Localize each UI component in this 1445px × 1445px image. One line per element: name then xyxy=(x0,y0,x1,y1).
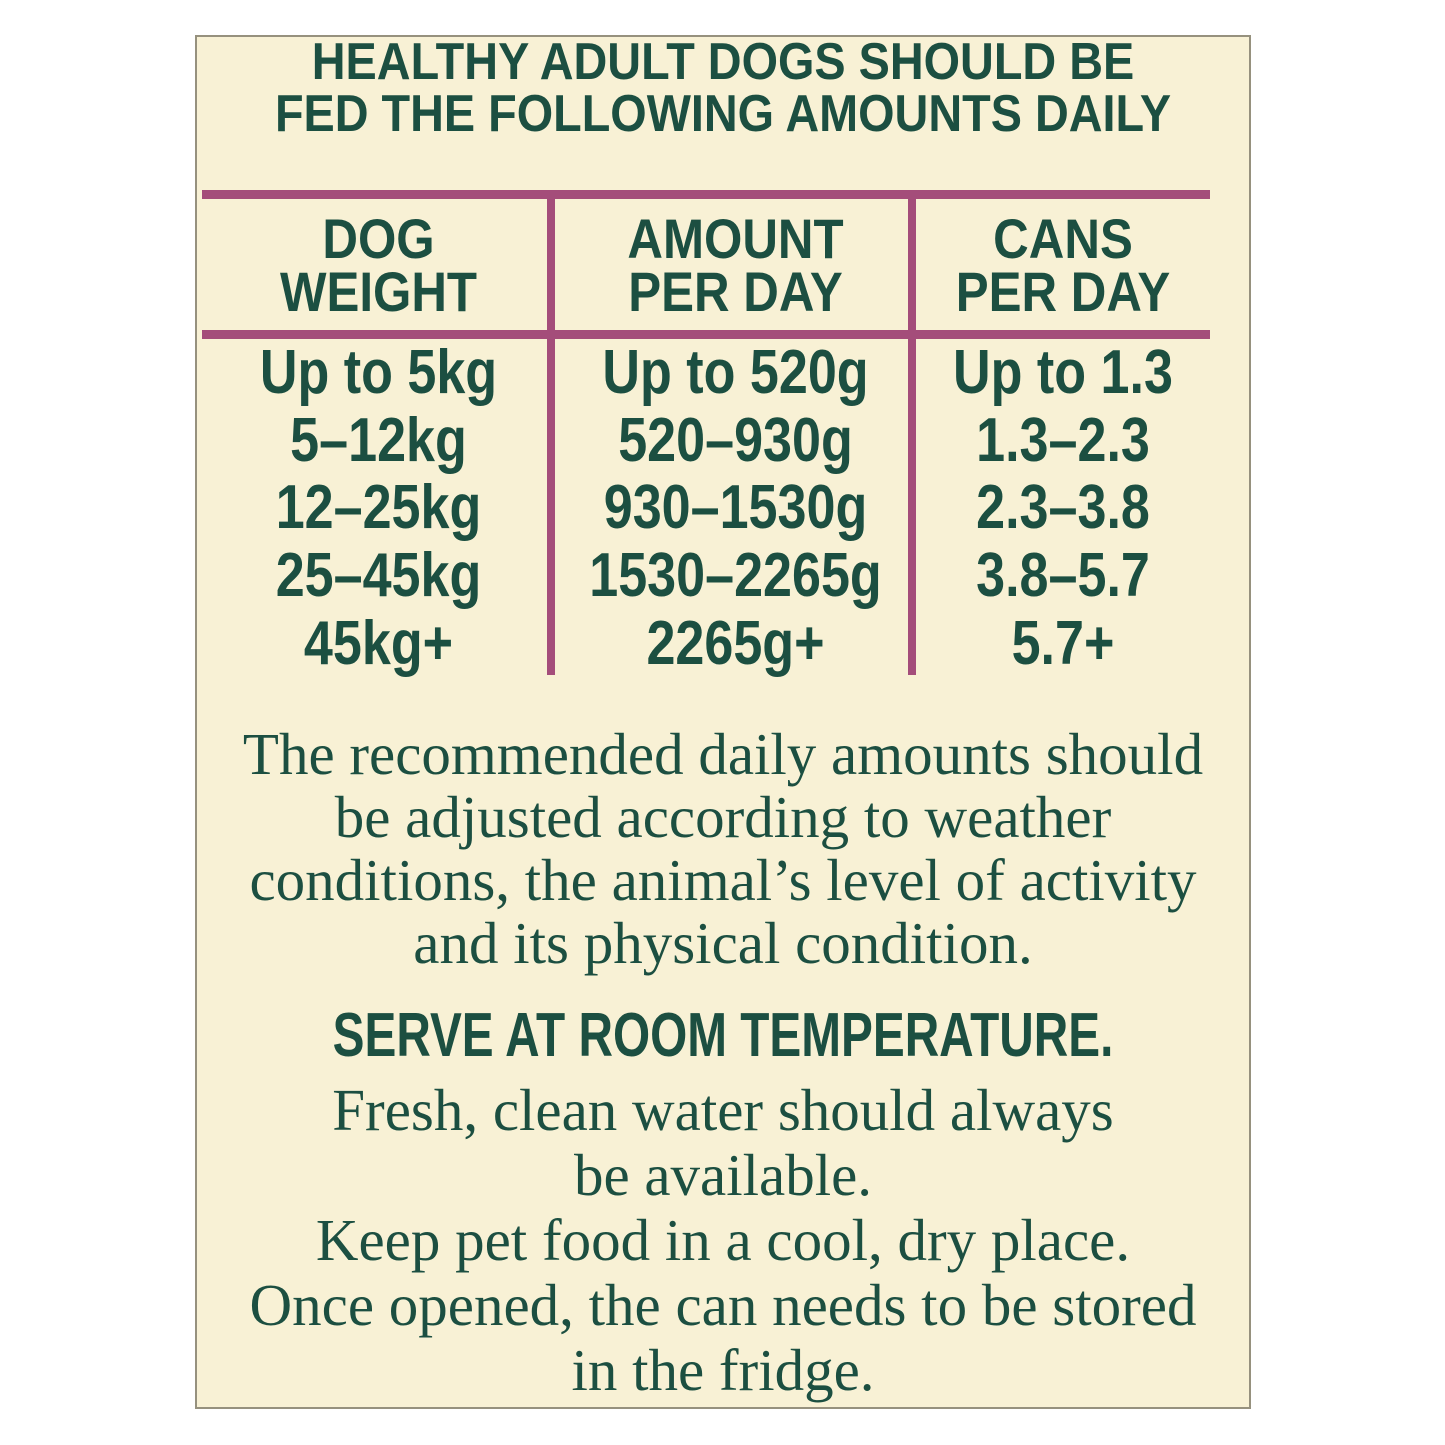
column-header-cans-per-day: CANS PER DAY xyxy=(934,206,1193,323)
column-header-dog-weight-line-2: WEIGHT xyxy=(279,259,478,323)
column-header-amount-per-day: AMOUNT PER DAY xyxy=(577,206,895,323)
cell-row4-dog-weight: 25–45kg xyxy=(275,541,482,611)
serve-temperature-note: SERVE AT ROOM TEMPERATURE. xyxy=(197,1005,1249,1067)
table-header-rule xyxy=(202,330,1210,339)
column-header-cans-per-day-line-2: PER DAY xyxy=(955,259,1171,323)
column-header-amount-per-day-line-1: AMOUNT xyxy=(627,206,844,270)
cell-row3-cans-per-day: 2.3–3.8 xyxy=(976,473,1150,543)
cell-row4-cans-per-day: 3.8–5.7 xyxy=(976,541,1150,611)
storage-note: Fresh, clean water should always be avai… xyxy=(197,1078,1249,1403)
table-top-rule xyxy=(202,190,1210,199)
feeding-guide-panel: HEALTHY ADULT DOGS SHOULD BE FED THE FOL… xyxy=(195,35,1251,1409)
storage-note-line-1: Fresh, clean water should always xyxy=(332,1077,1114,1143)
table-header-row: DOG WEIGHT AMOUNT PER DAY CANS PER DAY xyxy=(202,199,1210,330)
headline-line-2: FED THE FOLLOWING AMOUNTS DAILY xyxy=(274,85,1172,143)
feeding-table: DOG WEIGHT AMOUNT PER DAY CANS PER DAY U… xyxy=(202,190,1210,678)
column-header-dog-weight-line-1: DOG xyxy=(322,206,435,270)
table-body: Up to 5kg Up to 520g Up to 1.3 5–12kg 52… xyxy=(202,338,1210,678)
cell-row3-amount-per-day: 930–1530g xyxy=(603,473,868,543)
cell-row4-amount-per-day: 1530–2265g xyxy=(589,541,882,611)
cell-row2-cans-per-day: 1.3–2.3 xyxy=(976,405,1150,475)
cell-row1-amount-per-day: Up to 520g xyxy=(602,338,869,408)
table-column-divider-2 xyxy=(908,190,916,675)
column-header-cans-per-day-line-1: CANS xyxy=(993,206,1133,270)
column-header-dog-weight: DOG WEIGHT xyxy=(223,206,534,323)
cell-row2-amount-per-day: 520–930g xyxy=(618,405,853,475)
adjustment-note-line-2: be adjusted according to weather xyxy=(334,784,1112,850)
table-column-divider-1 xyxy=(547,190,555,675)
serve-temperature-text: SERVE AT ROOM TEMPERATURE. xyxy=(332,1001,1114,1070)
storage-note-line-4: Once opened, the can needs to be stored xyxy=(249,1272,1197,1338)
storage-note-line-2: be available. xyxy=(573,1142,873,1208)
adjustment-note-line-3: conditions, the animal’s level of activi… xyxy=(249,847,1197,913)
cell-row1-cans-per-day: Up to 1.3 xyxy=(953,338,1173,408)
headline: HEALTHY ADULT DOGS SHOULD BE FED THE FOL… xyxy=(197,36,1249,140)
storage-note-line-3: Keep pet food in a cool, dry place. xyxy=(315,1207,1131,1273)
cell-row3-dog-weight: 12–25kg xyxy=(275,473,482,543)
adjustment-note-line-1: The recommended daily amounts should xyxy=(242,721,1204,787)
cell-row1-dog-weight: Up to 5kg xyxy=(259,338,498,408)
column-header-amount-per-day-line-2: PER DAY xyxy=(628,259,843,323)
cell-row5-amount-per-day: 2265g+ xyxy=(646,608,825,678)
adjustment-note: The recommended daily amounts should be … xyxy=(197,723,1249,975)
cell-row5-cans-per-day: 5.7+ xyxy=(1011,608,1115,678)
cell-row2-dog-weight: 5–12kg xyxy=(290,405,467,475)
storage-note-line-5: in the fridge. xyxy=(571,1337,875,1403)
headline-line-1: HEALTHY ADULT DOGS SHOULD BE xyxy=(311,33,1135,91)
adjustment-note-line-4: and its physical condition. xyxy=(413,910,1033,976)
cell-row5-dog-weight: 45kg+ xyxy=(303,608,454,678)
